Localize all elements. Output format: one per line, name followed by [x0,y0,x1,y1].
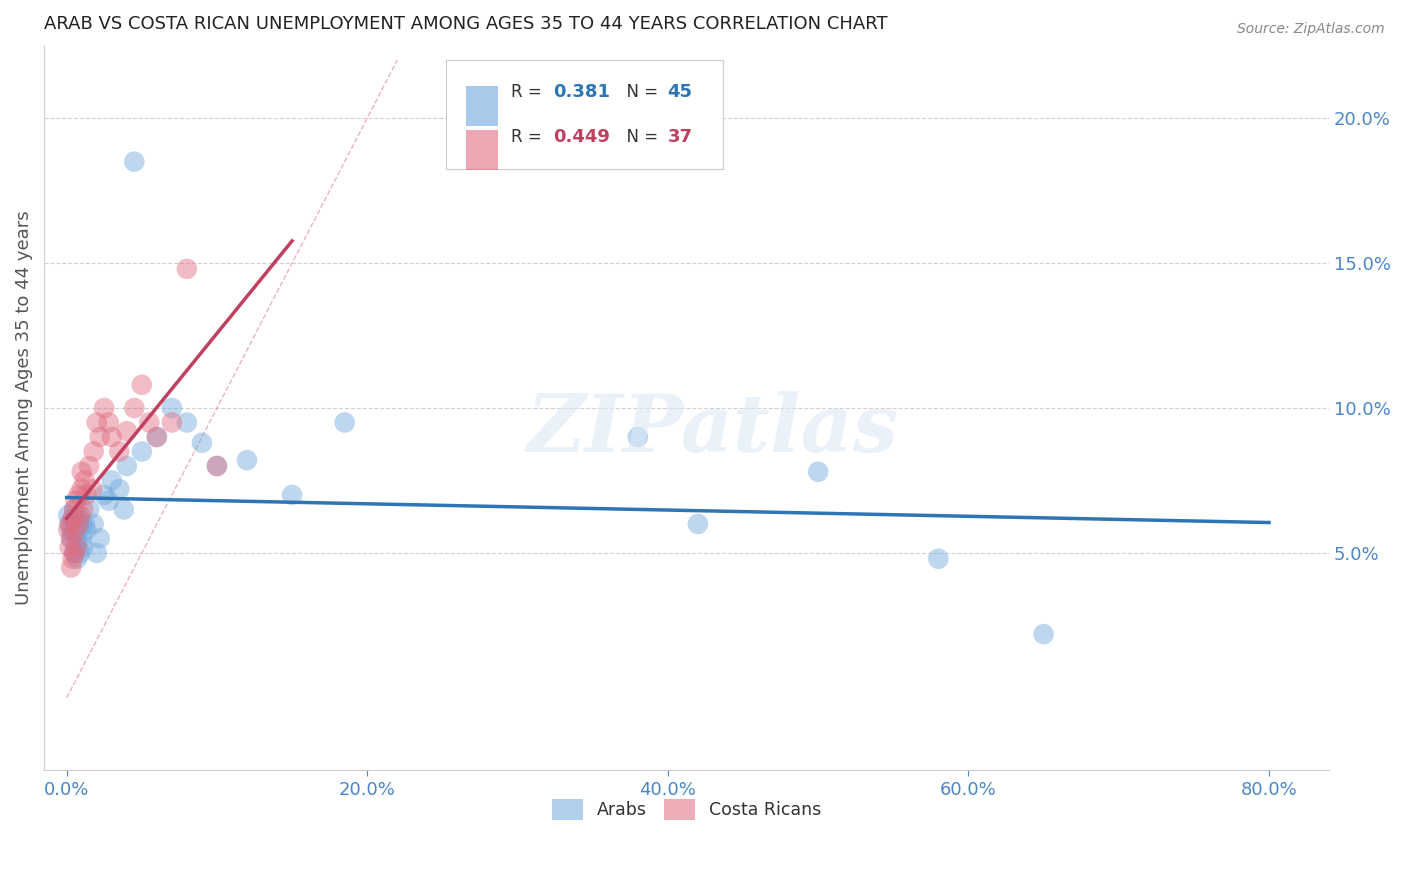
Point [108,444,131,458]
Point [75,488,97,502]
Point [97,493,120,508]
Point [927,551,949,566]
Y-axis label: Unemployment Among Ages 35 to 44 years: Unemployment Among Ages 35 to 44 years [15,211,32,606]
Point [89,430,111,444]
Point [112,502,135,516]
Point [63,502,86,516]
Point [83,444,105,458]
Point [77,502,100,516]
Point [70,532,93,546]
Point [146,430,169,444]
Point [63,546,86,560]
Point [205,458,228,473]
Point [93,401,115,415]
Point [60,523,83,537]
Point [56,508,79,523]
Point [62,525,84,540]
Point [100,474,122,488]
Point [62,511,84,525]
Point [77,458,100,473]
Point [60,532,83,546]
Point [72,502,94,516]
Point [108,482,131,496]
Point [627,430,650,444]
Point [124,401,146,415]
FancyBboxPatch shape [446,60,723,169]
Text: ZIPatlas: ZIPatlas [526,391,898,468]
Point [82,482,104,496]
Point [62,551,84,566]
Point [70,482,93,496]
Text: N =: N = [616,83,664,101]
Point [66,551,89,566]
Point [100,430,122,444]
Point [59,540,82,554]
Text: 45: 45 [668,83,692,101]
Point [115,424,138,438]
Text: 37: 37 [668,128,692,145]
Point [63,502,86,516]
Point [63,546,86,560]
Point [67,511,90,525]
Point [65,540,87,554]
Text: N =: N = [616,128,664,145]
Point [686,516,709,531]
Point [73,474,96,488]
Point [807,465,830,479]
Point [138,416,160,430]
Point [1032,627,1054,641]
Point [93,488,115,502]
Point [65,493,87,508]
Point [59,516,82,531]
Point [60,532,83,546]
Text: R =: R = [510,83,547,101]
Bar [465,130,498,170]
Point [205,458,228,473]
Point [115,458,138,473]
Point [191,435,214,450]
Text: 0.449: 0.449 [553,128,610,145]
Point [176,261,198,276]
Point [176,416,198,430]
Point [60,560,83,574]
Text: R =: R = [510,128,547,145]
Text: Source: ZipAtlas.com: Source: ZipAtlas.com [1237,22,1385,37]
Point [131,444,153,458]
Point [83,516,105,531]
Point [73,516,96,531]
Point [89,532,111,546]
Point [160,401,183,415]
Text: 0.381: 0.381 [553,83,610,101]
Point [70,465,93,479]
Point [66,540,89,554]
Point [67,523,90,537]
Point [131,377,153,392]
Point [146,430,169,444]
Point [65,516,87,531]
Point [70,516,93,531]
Point [124,154,146,169]
Point [65,523,87,537]
Text: ARAB VS COSTA RICAN UNEMPLOYMENT AMONG AGES 35 TO 44 YEARS CORRELATION CHART: ARAB VS COSTA RICAN UNEMPLOYMENT AMONG A… [44,15,887,33]
Point [69,546,91,560]
Point [66,532,89,546]
Point [333,416,356,430]
Point [59,516,82,531]
Point [236,453,259,467]
Point [281,488,304,502]
Point [67,516,90,531]
Point [69,508,91,523]
Point [62,511,84,525]
Legend: Arabs, Costa Ricans: Arabs, Costa Ricans [544,792,828,827]
Point [86,416,108,430]
Point [67,488,90,502]
Point [72,540,94,554]
Point [56,523,79,537]
Point [75,523,97,537]
Point [86,546,108,560]
Point [97,416,120,430]
Bar [465,87,498,127]
Point [160,416,183,430]
